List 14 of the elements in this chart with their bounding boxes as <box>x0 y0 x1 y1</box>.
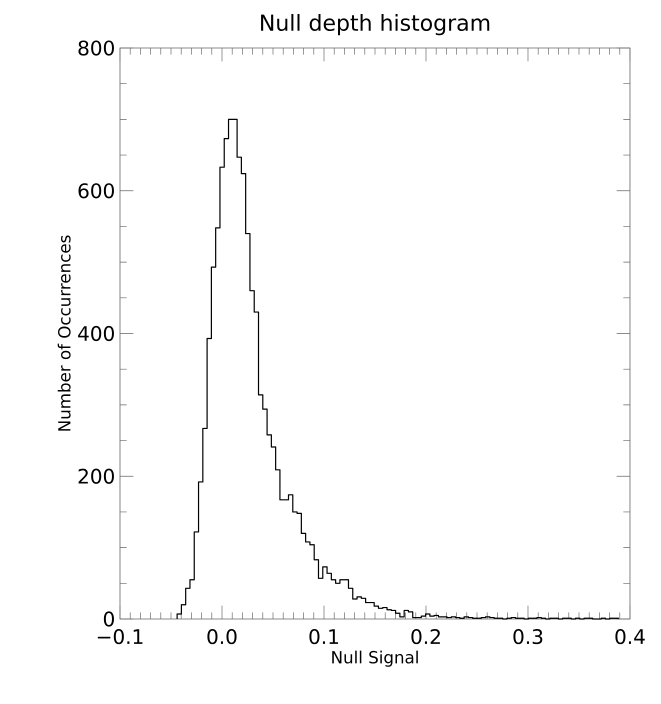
x-tick-label: 0.0 <box>207 629 237 644</box>
y-tick-label: 600 <box>78 183 114 198</box>
x-axis-title: Null Signal <box>332 650 418 667</box>
x-tick-label: 0.1 <box>309 629 338 644</box>
y-tick-label: 0 <box>104 611 114 627</box>
x-tick-label: 0.4 <box>615 629 645 644</box>
y-tick-label: 200 <box>78 468 114 484</box>
y-tick-label: 800 <box>78 40 114 56</box>
y-axis-title: Number of Occurrences <box>58 236 71 431</box>
x-tick-label: 0.2 <box>411 629 440 644</box>
x-tick-label: −0.1 <box>98 629 142 644</box>
chart-title: Null depth histogram <box>261 14 490 36</box>
y-tick-label: 400 <box>78 326 114 342</box>
x-tick-label: 0.3 <box>513 629 542 644</box>
